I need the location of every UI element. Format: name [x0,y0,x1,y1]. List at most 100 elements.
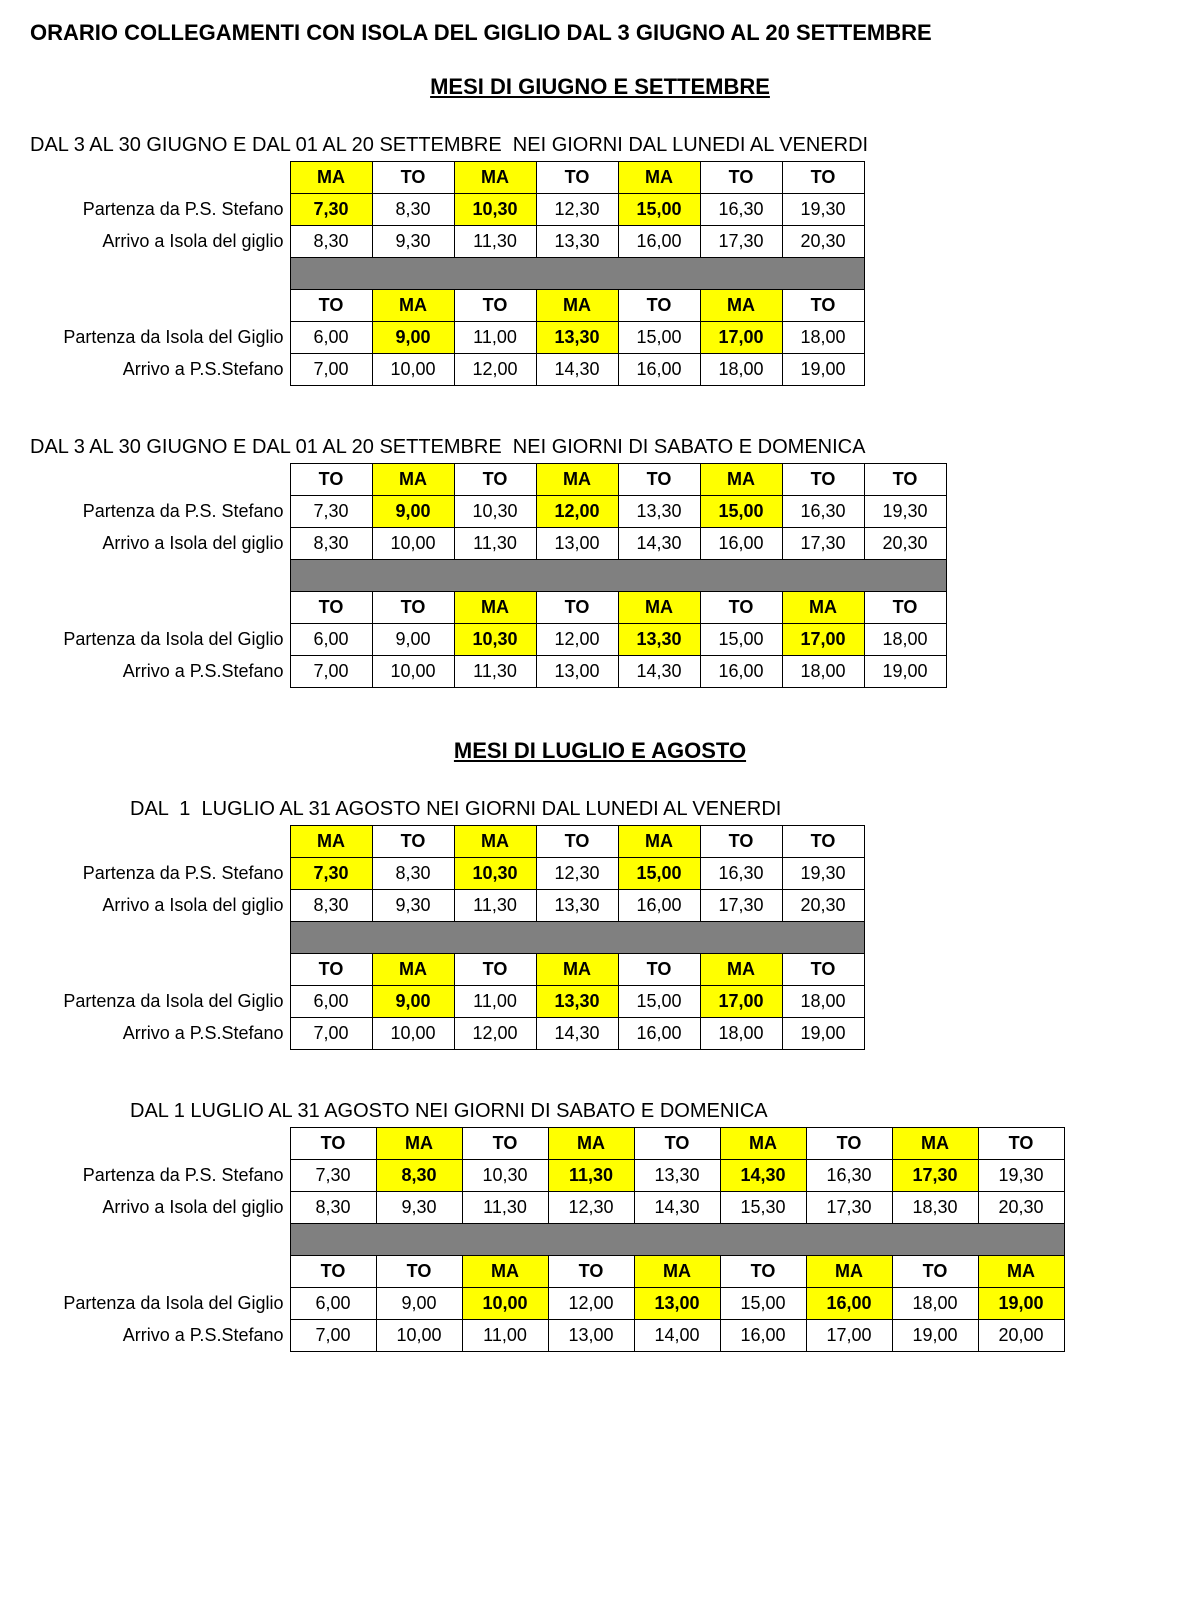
operator-cell: TO [454,290,536,322]
time-cell: 12,00 [454,354,536,386]
time-cell: 11,00 [454,322,536,354]
operator-cell: TO [454,954,536,986]
time-cell: 8,30 [290,1192,376,1224]
time-cell: 8,30 [376,1160,462,1192]
time-cell: 13,30 [536,322,618,354]
operator-cell: MA [536,290,618,322]
time-cell: 11,30 [454,890,536,922]
operator-cell: MA [536,954,618,986]
spacer-cell [290,1224,1064,1256]
operator-cell: MA [290,826,372,858]
time-cell: 16,30 [700,858,782,890]
time-cell: 19,30 [782,858,864,890]
operator-cell: TO [700,592,782,624]
operator-cell: MA [618,592,700,624]
time-cell: 10,00 [372,354,454,386]
time-cell: 18,00 [700,354,782,386]
time-cell: 17,00 [782,624,864,656]
operator-cell: TO [864,464,946,496]
block-title: DAL 3 AL 30 GIUGNO E DAL 01 AL 20 SETTEM… [30,134,1170,157]
time-cell: 9,00 [372,986,454,1018]
operator-cell: TO [782,826,864,858]
time-cell: 12,30 [536,194,618,226]
operator-cell: MA [978,1256,1064,1288]
timetable-block-2: DAL 1 LUGLIO AL 31 AGOSTO NEI GIORNI DAL… [30,798,1170,1050]
operator-cell: TO [700,162,782,194]
time-cell: 12,30 [536,858,618,890]
operator-cell: TO [376,1256,462,1288]
row-label: Partenza da Isola del Giglio [30,1288,290,1320]
time-cell: 17,00 [700,322,782,354]
operator-cell: TO [782,162,864,194]
row-label: Partenza da P.S. Stefano [30,1160,290,1192]
operator-cell: TO [548,1256,634,1288]
spacer-label [30,922,290,954]
section2-heading: MESI DI LUGLIO E AGOSTO [30,738,1170,764]
time-cell: 13,00 [536,656,618,688]
time-cell: 10,30 [462,1160,548,1192]
time-cell: 8,30 [372,858,454,890]
time-cell: 17,00 [700,986,782,1018]
time-cell: 8,30 [372,194,454,226]
row-label: Arrivo a P.S.Stefano [30,1018,290,1050]
operator-cell: TO [782,954,864,986]
time-cell: 18,00 [782,322,864,354]
time-cell: 6,00 [290,624,372,656]
time-cell: 16,00 [720,1320,806,1352]
row-label [30,162,290,194]
time-cell: 19,00 [978,1288,1064,1320]
operator-cell: MA [892,1128,978,1160]
row-label: Arrivo a Isola del giglio [30,890,290,922]
time-cell: 16,30 [782,496,864,528]
time-cell: 16,30 [806,1160,892,1192]
time-cell: 20,30 [782,226,864,258]
time-cell: 11,30 [462,1192,548,1224]
time-cell: 9,30 [376,1192,462,1224]
spacer-label [30,258,290,290]
time-cell: 11,30 [454,656,536,688]
time-cell: 20,30 [978,1192,1064,1224]
row-label: Arrivo a Isola del giglio [30,1192,290,1224]
operator-cell: TO [700,826,782,858]
operator-cell: TO [290,954,372,986]
time-cell: 10,00 [372,656,454,688]
operator-cell: TO [782,290,864,322]
time-cell: 7,30 [290,496,372,528]
time-cell: 16,00 [700,656,782,688]
timetable: TOMATOMATOMATOMATOPartenza da P.S. Stefa… [30,1127,1065,1352]
time-cell: 19,00 [892,1320,978,1352]
operator-cell: TO [536,592,618,624]
spacer-label [30,1224,290,1256]
time-cell: 15,00 [700,496,782,528]
time-cell: 10,00 [372,1018,454,1050]
time-cell: 9,00 [372,624,454,656]
row-label: Partenza da P.S. Stefano [30,496,290,528]
time-cell: 12,00 [548,1288,634,1320]
timetable-block-0: DAL 3 AL 30 GIUGNO E DAL 01 AL 20 SETTEM… [30,134,1170,386]
operator-cell: MA [782,592,864,624]
time-cell: 7,30 [290,194,372,226]
time-cell: 14,30 [536,354,618,386]
operator-cell: MA [720,1128,806,1160]
spacer-label [30,560,290,592]
operator-cell: MA [462,1256,548,1288]
time-cell: 19,30 [978,1160,1064,1192]
row-label [30,290,290,322]
time-cell: 17,30 [892,1160,978,1192]
spacer-cell [290,560,946,592]
timetable-block-3: DAL 1 LUGLIO AL 31 AGOSTO NEI GIORNI DI … [30,1100,1170,1352]
time-cell: 16,00 [618,890,700,922]
operator-cell: TO [618,464,700,496]
time-cell: 13,30 [536,226,618,258]
time-cell: 11,30 [454,226,536,258]
time-cell: 13,30 [536,890,618,922]
row-label: Arrivo a P.S.Stefano [30,1320,290,1352]
main-title: ORARIO COLLEGAMENTI CON ISOLA DEL GIGLIO… [30,20,1170,46]
operator-cell: TO [978,1128,1064,1160]
time-cell: 7,00 [290,1018,372,1050]
operator-cell: MA [618,162,700,194]
time-cell: 14,00 [634,1320,720,1352]
time-cell: 19,30 [782,194,864,226]
operator-cell: TO [618,290,700,322]
time-cell: 16,00 [700,528,782,560]
